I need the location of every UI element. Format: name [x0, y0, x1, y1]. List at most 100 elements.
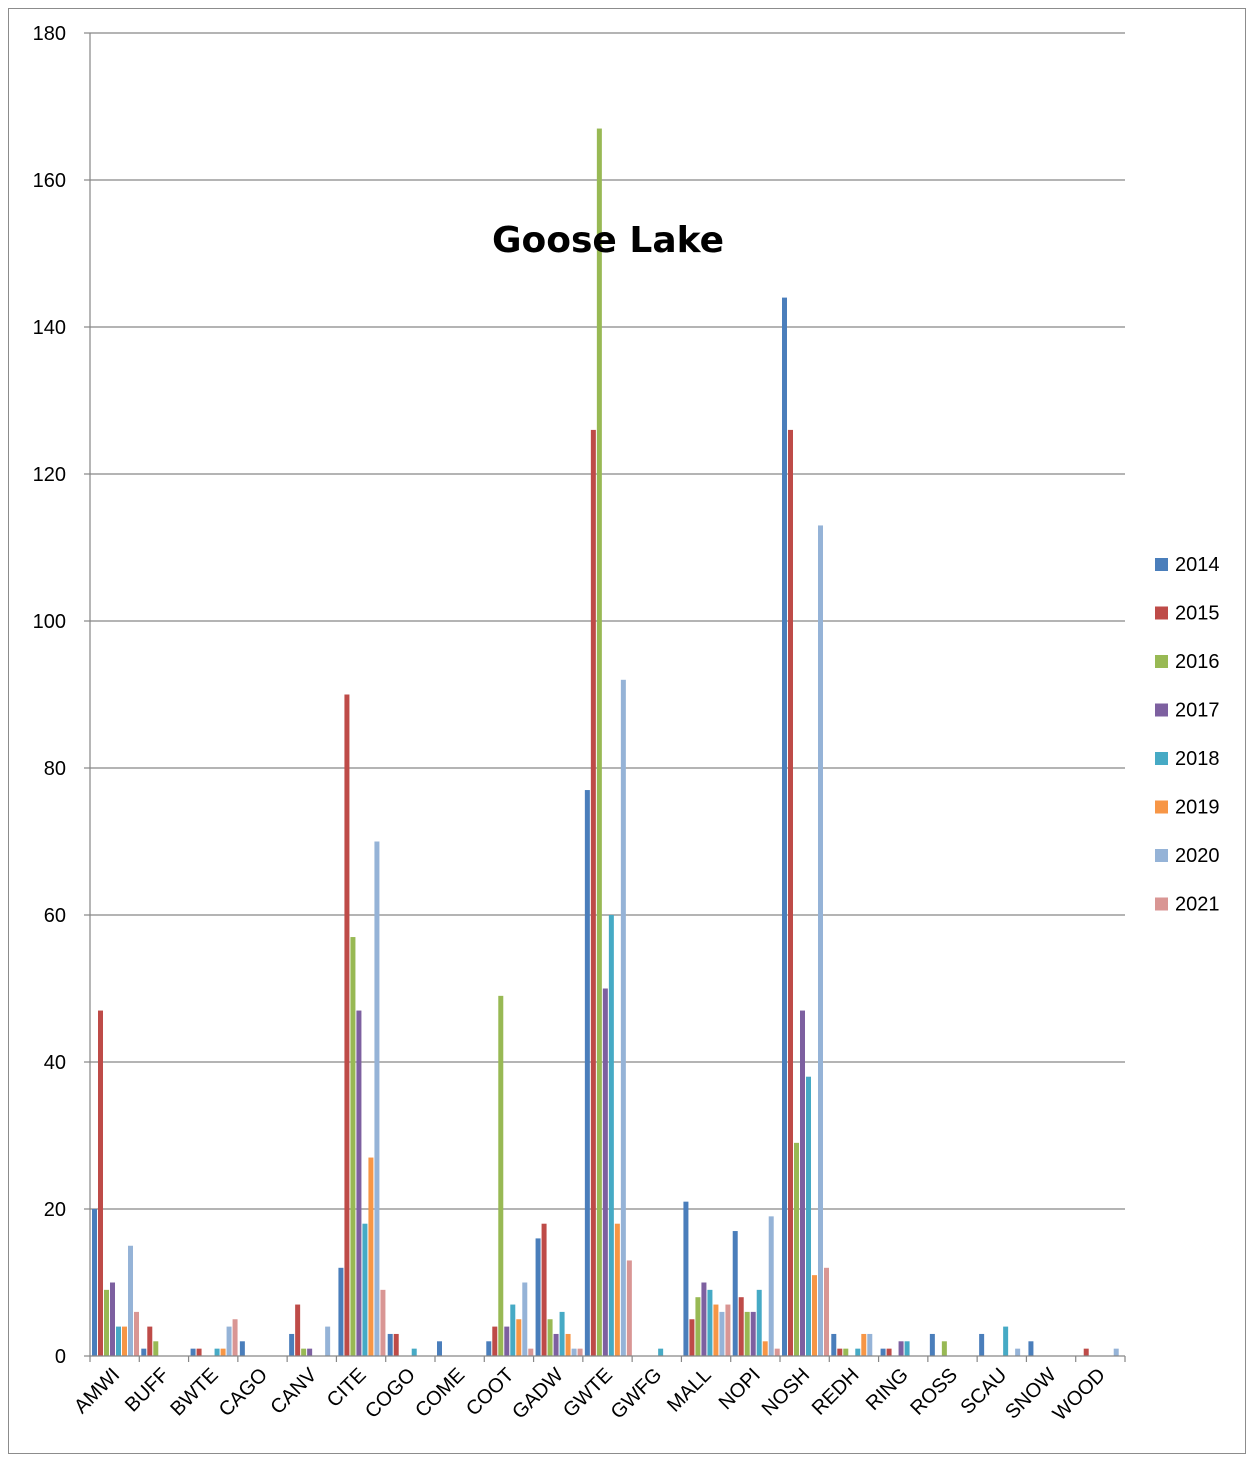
x-tick-label: CANV — [266, 1364, 321, 1419]
bar-2020-nosh — [818, 525, 823, 1356]
bar-2014-redh — [831, 1333, 837, 1356]
bar-2015-ring — [886, 1348, 892, 1356]
bar-2014-snow — [1028, 1341, 1034, 1356]
bar-2015-amwi — [98, 1010, 103, 1356]
bar-2019-gwte — [614, 1223, 620, 1356]
y-tick-label: 160 — [33, 170, 66, 192]
bar-2020-wood — [1113, 1348, 1119, 1356]
bar-2019-mall — [713, 1304, 719, 1356]
x-tick-label: GWFG — [607, 1364, 667, 1424]
legend-swatch-2021 — [1155, 897, 1168, 911]
bar-2020-redh — [867, 1333, 873, 1356]
bar-2021-gwte — [626, 1260, 632, 1356]
legend-swatch-2014 — [1155, 558, 1168, 571]
axes — [89, 33, 1125, 1357]
y-tick-label: 120 — [33, 464, 66, 486]
bar-2020-nopi — [768, 1216, 774, 1356]
bar-2018-ring — [904, 1341, 910, 1356]
bar-2015-cogo — [393, 1333, 399, 1356]
bar-2019-amwi — [122, 1326, 127, 1356]
bar-2016-redh — [843, 1348, 849, 1356]
bar-2020-gwte — [620, 679, 626, 1356]
bar-2014-cite — [338, 1267, 344, 1356]
bar-2017-canv — [307, 1348, 313, 1356]
bar-2018-amwi — [116, 1326, 121, 1356]
bar-2016-nosh — [794, 1142, 799, 1356]
y-tick-label: 40 — [44, 1052, 66, 1074]
bar-2019-coot — [516, 1319, 522, 1356]
bar-2020-gadw — [571, 1348, 577, 1356]
y-tick-label: 140 — [33, 317, 66, 339]
x-tick-label: NOSH — [758, 1364, 814, 1420]
bar-2016-canv — [301, 1348, 307, 1356]
bar-2017-coot — [504, 1326, 510, 1356]
bar-2021-cite — [380, 1289, 386, 1356]
bar-2014-gadw — [535, 1238, 541, 1356]
x-tick-label: GWTE — [559, 1364, 617, 1422]
legend-label-2016: 2016 — [1175, 651, 1220, 673]
bar-2016-mall — [695, 1297, 701, 1356]
legend-swatch-2020 — [1155, 849, 1168, 862]
bar-2015-buff — [147, 1326, 153, 1356]
bar-2020-mall — [719, 1311, 725, 1356]
bar-2019-nopi — [762, 1341, 768, 1356]
legend-label-2018: 2018 — [1175, 748, 1220, 770]
x-tick-label: COGO — [361, 1364, 420, 1423]
x-tick-label: BUFF — [121, 1364, 173, 1416]
bar-2021-coot — [528, 1348, 534, 1356]
bar-2021-amwi — [134, 1311, 139, 1356]
legend-label-2015: 2015 — [1175, 603, 1220, 625]
bar-2019-bwte — [220, 1348, 226, 1356]
bar-2018-gadw — [559, 1311, 565, 1356]
bar-2014-cogo — [387, 1333, 393, 1356]
y-tick-label: 80 — [44, 758, 66, 780]
bar-2020-cite — [374, 841, 380, 1356]
legend-swatch-2017 — [1155, 703, 1168, 717]
x-tick-label: BWTE — [166, 1364, 222, 1420]
bar-2018-gwte — [608, 915, 614, 1356]
legend-swatch-2016 — [1155, 655, 1168, 668]
bar-2018-nosh — [806, 1076, 811, 1356]
bar-2014-coot — [486, 1341, 492, 1356]
legend-label-2014: 2014 — [1175, 554, 1220, 576]
x-tick-label: AMWI — [70, 1364, 124, 1418]
bar-2015-redh — [837, 1348, 843, 1356]
bar-2020-canv — [325, 1326, 331, 1356]
gridlines — [90, 32, 1125, 1210]
legend: 2014 2015 2016 2017 2018 2019 2020 2021 — [1155, 554, 1220, 916]
bar-2016-gwte — [596, 128, 602, 1356]
bar-2014-buff — [141, 1348, 147, 1356]
chart-frame — [8, 8, 1246, 1454]
legend-label-2020: 2020 — [1175, 845, 1220, 867]
bar-2014-cago — [239, 1341, 245, 1356]
bar-2019-cite — [368, 1157, 374, 1356]
bar-2017-mall — [701, 1282, 707, 1356]
x-tick-label: MALL — [663, 1364, 716, 1417]
y-tick-label: 20 — [44, 1199, 66, 1221]
bar-2018-mall — [707, 1289, 713, 1356]
legend-label-2021: 2021 — [1175, 894, 1220, 916]
bars — [92, 128, 1119, 1357]
x-tick-label: REDH — [808, 1364, 864, 1420]
y-tick-label: 0 — [55, 1346, 66, 1368]
bar-2014-bwte — [190, 1348, 196, 1356]
bar-2019-nosh — [812, 1275, 817, 1356]
bar-2015-bwte — [196, 1348, 202, 1356]
bar-2019-gadw — [565, 1333, 571, 1356]
bar-2015-gwte — [590, 429, 596, 1356]
bar-2014-scau — [979, 1333, 985, 1356]
bar-2020-bwte — [226, 1326, 232, 1356]
x-tick-label: RING — [862, 1364, 913, 1415]
y-tick-label: 100 — [33, 611, 66, 633]
legend-label-2017: 2017 — [1175, 700, 1220, 722]
bar-2018-nopi — [756, 1289, 762, 1356]
bar-2021-gadw — [577, 1348, 583, 1356]
bar-2015-cite — [344, 694, 350, 1356]
bar-2015-nopi — [738, 1297, 744, 1356]
bar-2021-mall — [725, 1304, 731, 1356]
bar-2014-ross — [929, 1333, 935, 1356]
legend-swatch-2018 — [1155, 752, 1168, 765]
y-tick-label: 180 — [33, 23, 66, 45]
legend-label-2019: 2019 — [1175, 797, 1220, 819]
